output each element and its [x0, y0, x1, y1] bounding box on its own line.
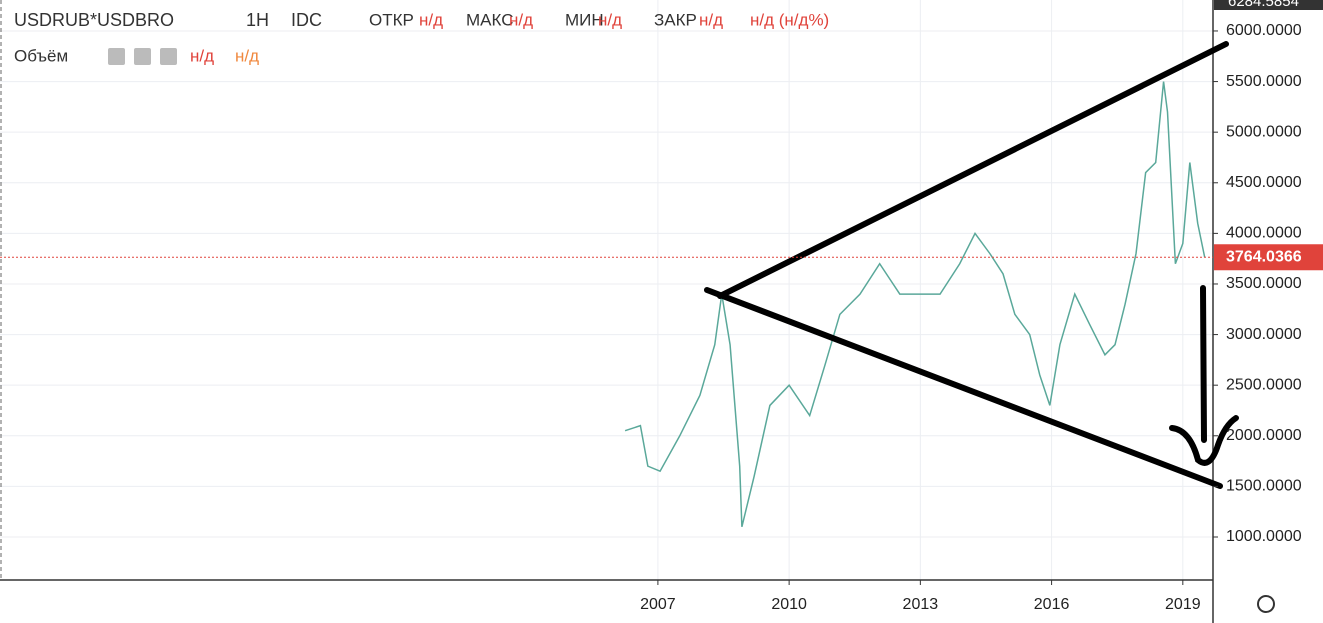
ohlc-label: МИН — [565, 10, 604, 29]
header: USDRUB*USDBRO 1H IDC ОТКР н/д МАКС н/д М… — [14, 10, 829, 66]
arrow-shaft — [1200, 285, 1207, 443]
x-tick-label: 2013 — [903, 596, 939, 613]
lower-trendline — [704, 287, 1223, 489]
icon-settings[interactable] — [134, 48, 151, 65]
y-tick-label: 1500.0000 — [1226, 478, 1302, 495]
y-tick-label: 3500.0000 — [1226, 275, 1302, 292]
y-tick-label: 2500.0000 — [1226, 376, 1302, 393]
ohlc-value: н/д — [598, 10, 622, 29]
top-price: 6284.5854 — [1228, 0, 1299, 10]
y-tick-label: 5000.0000 — [1226, 123, 1302, 140]
source: IDC — [291, 10, 322, 30]
upper-trendline — [717, 41, 1229, 299]
y-tick-label: 5500.0000 — [1226, 73, 1302, 90]
ohlc-value: н/д — [699, 10, 723, 29]
y-tick-label: 4500.0000 — [1226, 174, 1302, 191]
icon-close[interactable] — [160, 48, 177, 65]
x-tick-label: 2010 — [771, 596, 807, 613]
icon-eye[interactable] — [108, 48, 125, 65]
symbol: USDRUB*USDBRO — [14, 10, 174, 30]
settings-icon[interactable] — [1257, 595, 1275, 613]
ohlc-value: н/д — [419, 10, 443, 29]
x-tick-label: 2016 — [1034, 596, 1070, 613]
last-price-box — [1214, 244, 1323, 271]
ohlc-label: МАКС — [466, 10, 514, 29]
x-tick-label: 2019 — [1165, 596, 1201, 613]
top-price-box — [1214, 0, 1323, 10]
ohlc-label: ЗАКР — [654, 10, 697, 29]
volume-value: н/д — [235, 46, 259, 65]
interval: 1H — [246, 10, 269, 30]
y-tick-label: 4000.0000 — [1226, 225, 1302, 242]
ohlc-label: ОТКР — [369, 10, 414, 29]
arrow-head — [1169, 415, 1239, 466]
y-tick-label: 6000.0000 — [1226, 22, 1302, 39]
last-price-label: 3764.0366 — [1226, 248, 1302, 265]
price-line — [624, 81, 1206, 528]
y-tick-label: 3000.0000 — [1226, 326, 1302, 343]
ohlc-value: н/д — [509, 10, 533, 29]
plot — [624, 81, 1206, 528]
volume-label[interactable]: Объём — [14, 46, 68, 65]
volume-value: н/д — [190, 46, 214, 65]
hand-drawing — [704, 41, 1239, 489]
y-tick-label: 2000.0000 — [1226, 427, 1302, 444]
x-tick-label: 2007 — [640, 596, 676, 613]
last-price: 3764.0366 — [0, 244, 1323, 271]
change: н/д (н/д%) — [750, 10, 829, 29]
y-tick-label: 1000.0000 — [1226, 528, 1302, 545]
grid — [0, 0, 1213, 580]
